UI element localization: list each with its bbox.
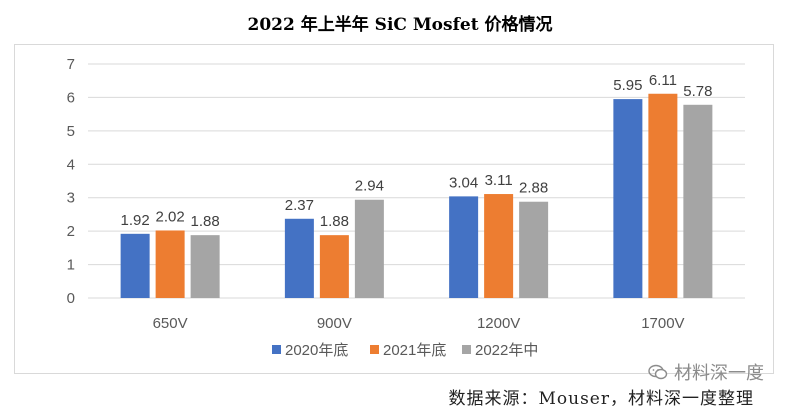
bar (120, 233, 150, 298)
legend-label: 2022年中 (475, 342, 538, 359)
wechat-icon (648, 364, 668, 380)
y-tick-label: 4 (67, 156, 75, 173)
watermark-text: 材料深一度 (674, 363, 764, 384)
y-tick-label: 0 (67, 290, 75, 307)
data-label: 2.88 (519, 180, 548, 197)
legend-item: 2020年底 (272, 342, 348, 359)
y-tick-label: 6 (67, 89, 75, 106)
data-labels: 1.92 2.02 1.88 2.37 1.88 2.94 3.04 3.11 2.88 5.95… (121, 72, 713, 230)
bar (284, 218, 314, 298)
legend-label: 2021年底 (383, 342, 446, 359)
data-label: 5.78 (683, 83, 712, 100)
legend-item: 2021年底 (370, 342, 446, 359)
data-label: 1.88 (191, 213, 220, 230)
legend-label: 2020年底 (285, 342, 348, 359)
data-label: 2.37 (285, 197, 314, 214)
bar (155, 230, 185, 298)
legend-swatch (272, 345, 281, 354)
bar (319, 235, 349, 298)
data-label: 1.88 (320, 213, 349, 230)
bars (120, 93, 713, 298)
y-tick-label: 1 (67, 257, 75, 274)
y-tick-label: 5 (67, 123, 75, 140)
bar (484, 194, 514, 298)
x-tick-label: 900V (317, 315, 352, 332)
data-label: 2.94 (355, 178, 384, 195)
x-tick-label: 1200V (477, 315, 520, 332)
x-axis-ticks: 650V 900V 1200V 1700V (153, 315, 685, 332)
source-note: 数据来源：Mouser，材料深一度整理 (448, 389, 754, 409)
legend-item: 2022年中 (462, 342, 538, 359)
data-label: 5.95 (613, 77, 642, 94)
y-axis-ticks: 0 1 2 3 4 5 6 7 (67, 56, 75, 307)
x-tick-label: 1700V (641, 315, 684, 332)
legend-swatch (370, 345, 379, 354)
bar (519, 201, 549, 298)
bar (613, 99, 643, 298)
data-label: 3.04 (449, 174, 478, 191)
bar (648, 93, 678, 298)
y-tick-label: 7 (67, 56, 75, 73)
y-tick-label: 2 (67, 223, 75, 240)
data-label: 2.02 (156, 208, 185, 225)
data-label: 1.92 (121, 212, 150, 229)
grid-lines (88, 63, 745, 299)
data-label: 3.11 (485, 172, 513, 189)
data-label: 6.11 (649, 72, 677, 89)
x-tick-label: 650V (153, 315, 188, 332)
legend: 2020年底 2021年底 2022年中 (272, 342, 538, 359)
legend-swatch (462, 345, 471, 354)
bar (449, 196, 479, 298)
watermark: 材料深一度 (648, 359, 764, 385)
bar (190, 235, 220, 298)
chart-title: 2022 年上半年 SiC Mosfet 价格情况 (248, 14, 553, 35)
bar (683, 104, 713, 298)
bar (354, 199, 384, 298)
y-tick-label: 3 (67, 190, 75, 207)
